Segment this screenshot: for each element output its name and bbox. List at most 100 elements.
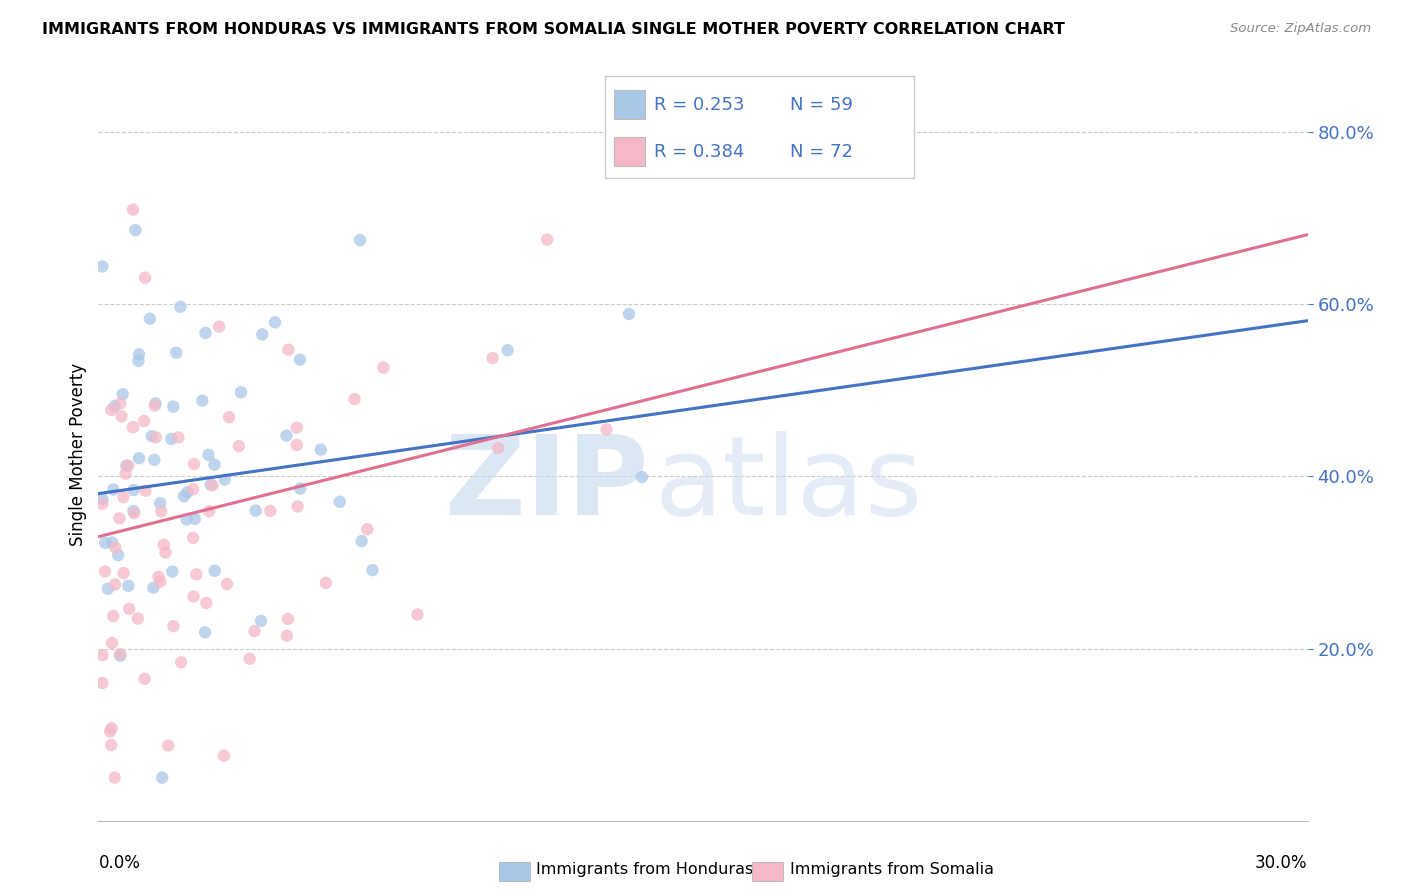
Point (349, 233, 371, 247)
Point (152, 538, 174, 552)
Point (186, 567, 208, 582)
Point (170, 655, 193, 669)
Point (214, 473, 236, 487)
Point (149, 574, 172, 589)
Point (194, 326, 217, 340)
Point (183, 590, 205, 604)
Point (776, 151, 799, 165)
Point (228, 439, 250, 453)
Point (100, 738, 122, 752)
Point (617, 307, 640, 321)
Point (285, 438, 308, 452)
Point (97, 582, 120, 596)
Bar (614, 137, 645, 166)
Point (181, 482, 204, 496)
Text: R = 0.253: R = 0.253 (654, 95, 745, 113)
Point (201, 478, 224, 492)
Point (204, 564, 226, 578)
Point (94, 536, 117, 550)
Point (277, 612, 299, 626)
Point (200, 477, 222, 491)
Point (132, 414, 155, 428)
Point (173, 489, 195, 503)
Point (195, 596, 218, 610)
Point (212, 748, 235, 763)
Point (184, 512, 207, 526)
Point (114, 467, 136, 481)
Point (101, 535, 124, 549)
Point (167, 430, 190, 444)
Text: N = 59: N = 59 (790, 95, 853, 113)
Point (481, 351, 503, 365)
Point (288, 352, 311, 367)
Point (290, 482, 312, 496)
Point (309, 442, 332, 457)
Point (112, 490, 135, 504)
Point (101, 636, 124, 650)
Point (108, 511, 131, 525)
Point (134, 672, 156, 686)
Point (218, 410, 240, 425)
Point (285, 420, 308, 434)
Text: 0.0%: 0.0% (98, 854, 141, 871)
Point (329, 495, 352, 509)
Point (176, 485, 198, 500)
Point (197, 448, 219, 462)
Point (150, 771, 173, 785)
Point (162, 400, 184, 414)
Point (176, 512, 198, 526)
Point (181, 531, 204, 545)
Point (250, 327, 273, 342)
Point (134, 270, 156, 285)
Point (160, 432, 183, 446)
Point (124, 223, 146, 237)
Point (91, 492, 114, 507)
Text: ZIP: ZIP (446, 431, 648, 538)
Point (127, 612, 149, 626)
Point (287, 500, 309, 514)
Point (100, 403, 122, 417)
Text: Immigrants from Honduras: Immigrants from Honduras (536, 863, 754, 877)
Point (91, 676, 114, 690)
Point (350, 534, 373, 549)
Point (250, 614, 273, 628)
Point (142, 581, 165, 595)
Point (110, 396, 132, 410)
Text: Source: ZipAtlas.com: Source: ZipAtlas.com (1230, 22, 1371, 36)
Point (104, 577, 127, 591)
Point (486, 441, 509, 455)
Point (264, 315, 287, 329)
Point (128, 347, 150, 361)
Point (162, 565, 184, 579)
Point (91, 260, 114, 274)
Text: Immigrants from Somalia: Immigrants from Somalia (790, 863, 994, 877)
Point (104, 541, 127, 555)
Point (117, 579, 139, 593)
Point (229, 385, 252, 400)
Point (111, 387, 134, 401)
Point (148, 570, 170, 584)
Point (361, 563, 384, 577)
Point (107, 548, 129, 562)
Point (108, 647, 131, 661)
Point (194, 625, 217, 640)
Point (124, 506, 146, 520)
Point (94, 565, 117, 579)
Point (155, 545, 177, 559)
Point (277, 343, 299, 357)
Text: 30.0%: 30.0% (1256, 854, 1308, 871)
Point (101, 609, 124, 624)
Point (215, 577, 238, 591)
Point (122, 483, 145, 497)
Point (143, 399, 166, 413)
Point (139, 311, 162, 326)
Text: R = 0.384: R = 0.384 (654, 143, 744, 161)
Bar (614, 90, 645, 119)
Point (631, 470, 654, 484)
Text: atlas: atlas (655, 431, 924, 538)
Point (536, 233, 558, 247)
Point (239, 651, 262, 665)
Point (112, 566, 135, 581)
Y-axis label: Single Mother Poverty: Single Mother Poverty (69, 363, 87, 547)
Point (118, 601, 141, 615)
